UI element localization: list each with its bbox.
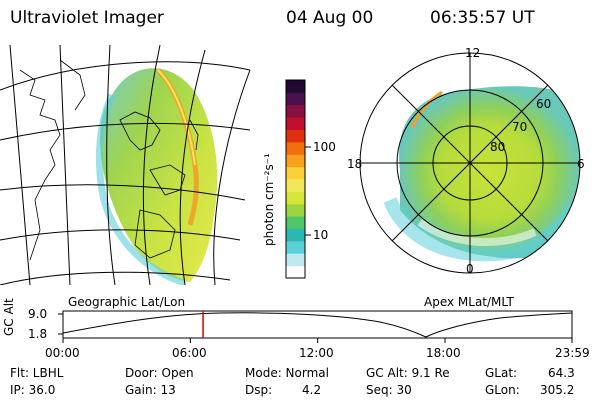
mlt-18-label: 18 <box>347 157 363 171</box>
colorbar-segment <box>286 216 305 229</box>
mlt-6-label: 6 <box>577 157 585 171</box>
colorbar-tick-100: 100 <box>313 140 336 154</box>
mlt-12-label: 12 <box>465 46 481 60</box>
colorbar-segment <box>286 253 305 267</box>
altitude-ylabel: GC Alt <box>2 298 16 336</box>
dsp-value: 4.2 <box>302 383 322 397</box>
lat-60-label: 60 <box>536 97 552 111</box>
filter-info: Flt: LBHL <box>10 366 64 380</box>
altitude-ytick-bottom: 1.8 <box>28 327 48 341</box>
glon-label: GLon: <box>485 383 520 397</box>
xtick-2: 12:00 <box>299 346 334 360</box>
glat-label: GLat: <box>485 366 518 380</box>
altitude-ytick-top: 9.0 <box>28 307 48 321</box>
colorbar-segment <box>286 80 305 93</box>
altitude-plot <box>58 310 573 343</box>
geographic-label: Geographic Lat/Lon <box>68 295 186 309</box>
altitude-curve <box>62 312 573 338</box>
colorbar-segment <box>286 191 305 205</box>
colorbar-segment <box>286 154 305 168</box>
xtick-4: 23:59 <box>555 346 590 360</box>
polar-plot <box>359 52 581 274</box>
geographic-image <box>0 45 251 285</box>
time-label: 06:35:57 UT <box>430 8 535 28</box>
gain-info: Gain: 13 <box>125 383 176 397</box>
ip-info: IP: 36.0 <box>10 383 56 397</box>
xtick-0: 00:00 <box>45 346 80 360</box>
mode-info: Mode: Normal <box>245 366 329 380</box>
colorbar-segment <box>286 240 305 254</box>
colorbar-tick-10: 10 <box>313 228 329 242</box>
colorbar <box>285 79 306 279</box>
dsp-label: Dsp: <box>245 383 273 397</box>
apex-label: Apex MLat/MLT <box>424 295 514 309</box>
colorbar-segment <box>286 104 305 118</box>
date-label: 04 Aug 00 <box>286 8 374 28</box>
colorbar-segment <box>286 92 305 106</box>
colorbar-segment <box>286 117 305 130</box>
auroral-oval-left <box>100 68 218 282</box>
xtick-1: 06:00 <box>172 346 207 360</box>
colorbar-segment <box>286 141 305 155</box>
colorbar-segment <box>286 179 305 192</box>
colorbar-segment <box>286 228 305 242</box>
mlt-0-label: 0 <box>466 262 474 276</box>
glon-value: 305.2 <box>540 383 575 397</box>
lat-lon-grid <box>0 45 251 285</box>
glat-value: 64.3 <box>548 366 575 380</box>
colorbar-segment <box>286 166 305 180</box>
seq-info: Seq: 30 <box>366 383 412 397</box>
colorbar-unit-label: photon cm⁻²s⁻¹ <box>262 153 276 246</box>
gc-alt-info: GC Alt: 9.1 Re <box>366 366 450 380</box>
colorbar-segment <box>286 203 305 217</box>
colorbar-segment <box>286 129 305 143</box>
xtick-3: 18:00 <box>426 346 461 360</box>
colorbar-segment <box>286 265 305 279</box>
lat-70-label: 70 <box>512 120 528 134</box>
lat-80-label: 80 <box>490 140 506 154</box>
coastlines <box>19 59 199 261</box>
door-info: Door: Open <box>125 366 194 380</box>
instrument-title: Ultraviolet Imager <box>10 8 164 28</box>
colorbar-border <box>285 79 306 279</box>
